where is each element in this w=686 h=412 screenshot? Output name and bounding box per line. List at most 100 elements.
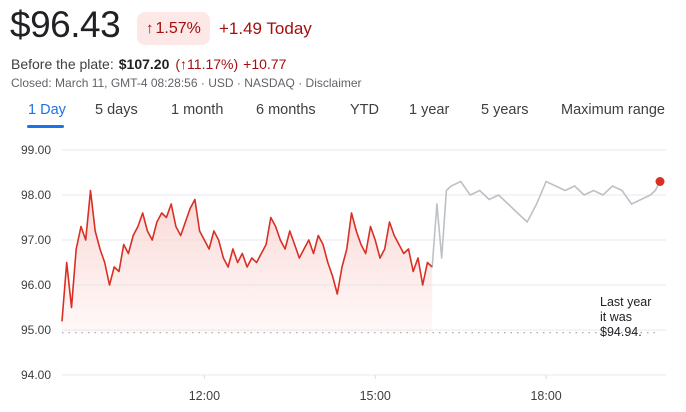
data-point-regular	[289, 230, 291, 232]
data-point-regular	[422, 284, 424, 286]
tab-ytd[interactable]: YTD	[350, 102, 379, 118]
data-point-after-hours	[445, 189, 448, 192]
data-point-regular	[222, 257, 224, 259]
data-point-regular	[412, 270, 414, 273]
note-line: Last year	[600, 295, 652, 309]
data-point-regular	[113, 266, 115, 268]
last-year-note: Last year it was $94.94.	[600, 295, 651, 340]
data-point-regular	[94, 230, 96, 232]
data-point-after-hours	[460, 180, 462, 183]
change-percent: 1.57%	[155, 20, 201, 37]
data-point-regular	[89, 189, 92, 192]
data-point-regular	[270, 216, 272, 219]
data-point-regular	[312, 252, 315, 255]
data-point-regular	[246, 266, 248, 268]
data-point-regular	[213, 230, 215, 232]
data-point-after-hours	[479, 189, 481, 192]
arrow-up-icon: ↑	[180, 56, 188, 72]
note-line: $94.94.	[600, 325, 642, 339]
data-point-after-hours	[431, 266, 433, 268]
y-tick-label: 97.00	[21, 233, 51, 247]
data-point-regular	[237, 261, 239, 264]
data-point-regular	[61, 320, 63, 322]
premarket-change-abs: +10.77	[243, 56, 287, 72]
tab-5-years[interactable]: 5 years	[481, 102, 529, 118]
data-point-regular	[184, 221, 186, 223]
data-point-regular	[398, 243, 400, 246]
area-fill	[62, 190, 433, 333]
data-point-after-hours	[450, 185, 452, 187]
data-point-regular	[161, 212, 163, 214]
data-point-regular	[123, 243, 125, 246]
data-point-regular	[80, 225, 82, 228]
current-value-dot	[655, 177, 665, 186]
premarket-price: $107.20	[118, 56, 170, 72]
data-point-regular	[365, 252, 367, 255]
data-point-regular	[265, 243, 267, 246]
data-point-after-hours	[507, 203, 509, 205]
data-point-after-hours	[592, 189, 595, 192]
data-point-after-hours	[517, 212, 519, 214]
data-point-regular	[180, 234, 182, 237]
data-point-regular	[350, 212, 353, 214]
data-point-regular	[274, 225, 277, 228]
data-point-regular	[308, 239, 310, 241]
tab-1-day[interactable]: 1 Day	[28, 102, 66, 118]
data-point-regular	[393, 234, 395, 237]
data-point-after-hours	[583, 194, 585, 196]
data-point-regular	[99, 248, 101, 250]
data-point-regular	[70, 306, 73, 309]
data-point-regular	[279, 239, 281, 241]
data-point-after-hours	[621, 189, 623, 192]
tab-maximum-range[interactable]: Maximum range	[561, 102, 665, 118]
data-point-regular	[227, 266, 229, 268]
tab-1-year[interactable]: 1 year	[409, 102, 450, 118]
data-point-regular	[104, 261, 106, 264]
data-point-after-hours	[649, 194, 652, 196]
current-price: $96.43	[10, 4, 121, 45]
data-point-regular	[303, 248, 305, 250]
premarket-paren-close: )	[233, 56, 239, 72]
data-point-regular	[132, 234, 134, 237]
data-point-regular	[293, 243, 296, 246]
data-point-regular	[108, 284, 111, 286]
data-point-regular	[255, 261, 258, 264]
data-point-regular	[85, 239, 87, 241]
tab-6-months[interactable]: 6 months	[256, 102, 316, 118]
data-point-regular	[142, 212, 144, 214]
data-point-after-hours	[436, 203, 438, 205]
data-point-regular	[317, 234, 319, 237]
data-point-regular	[403, 252, 405, 255]
tab-5-days[interactable]: 5 days	[95, 102, 138, 118]
price-chart: 94.00 95.00 96.00 97.00 98.00 99.00 12:00 15:00…	[21, 143, 666, 403]
data-point-regular	[327, 261, 329, 264]
data-point-regular	[156, 221, 158, 223]
change-percent-badge: ↑ 1.57%	[137, 12, 210, 45]
data-point-regular	[127, 252, 130, 255]
y-tick-label: 94.00	[21, 368, 51, 382]
change-today: +1.49 Today	[219, 19, 312, 38]
data-point-regular	[170, 203, 172, 205]
data-point-regular	[189, 207, 191, 210]
data-point-after-hours	[488, 198, 490, 201]
data-point-regular	[341, 266, 343, 268]
data-point-regular	[369, 225, 372, 228]
premarket-change-percent: (↑11.17%)	[175, 56, 238, 72]
data-point-regular	[66, 261, 68, 264]
data-point-after-hours	[526, 221, 528, 223]
data-point-regular	[284, 248, 286, 250]
range-tabs: 1 Day 5 days 1 month 6 months YTD 1 year…	[0, 102, 686, 130]
data-point-after-hours	[611, 185, 614, 187]
x-tick-label: 12:00	[189, 389, 220, 403]
tab-1-month[interactable]: 1 month	[171, 102, 224, 118]
data-point-regular	[241, 252, 243, 255]
data-point-regular	[203, 239, 205, 241]
data-point-regular	[118, 270, 120, 273]
data-point-after-hours	[640, 198, 642, 201]
data-point-after-hours	[554, 185, 557, 187]
note-line: it was	[600, 310, 632, 324]
data-point-after-hours	[573, 185, 576, 187]
data-point-after-hours	[564, 189, 566, 192]
data-point-after-hours	[469, 194, 471, 196]
active-tab-indicator	[27, 125, 64, 128]
